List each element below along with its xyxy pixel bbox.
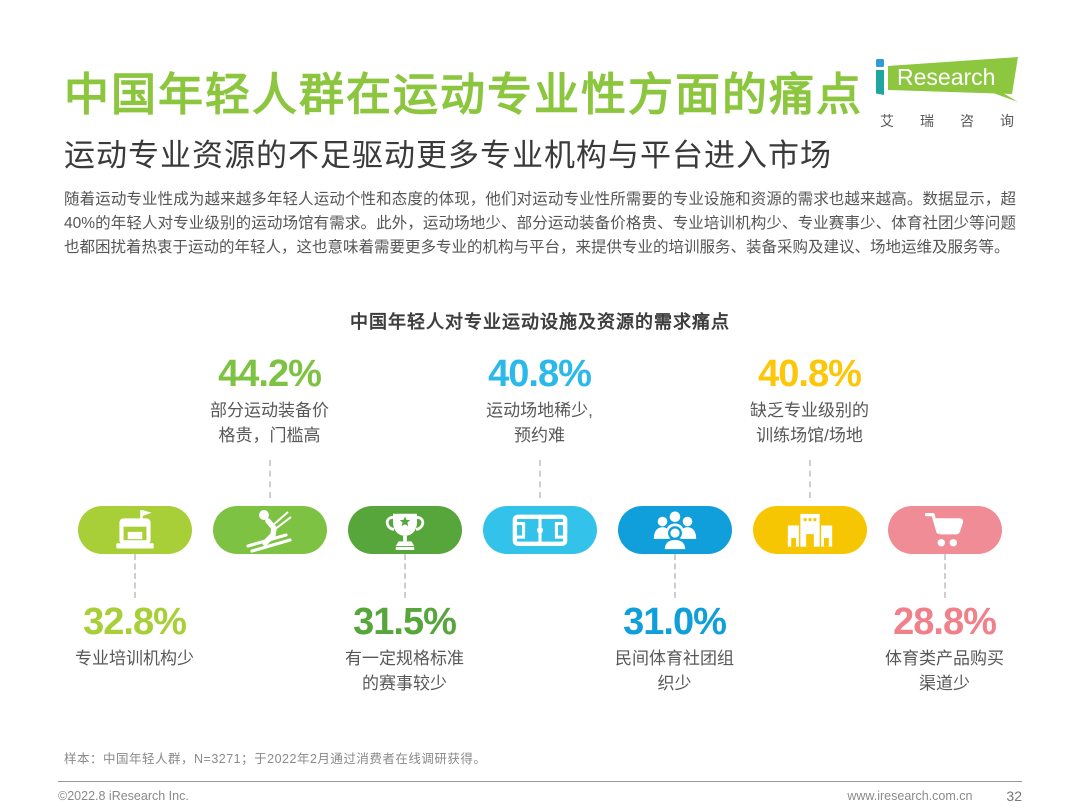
sports-field-icon — [512, 514, 567, 546]
logo-wordmark: Research — [897, 64, 995, 90]
pain-points-chart: 32.8% 专业培训机构少 44.2% 部分运动装备价 格贵，门槛高 — [67, 350, 1012, 710]
page-number: 32 — [1006, 788, 1022, 804]
chart-column-sports-clubs: 31.0% 民间体育社团组 织少 — [607, 350, 742, 710]
pill-equipment — [212, 506, 327, 554]
connector-dash — [403, 554, 406, 598]
stat-label: 缺乏专业级别的 训练场馆/场地 — [750, 401, 869, 445]
stat-value: 44.2% — [218, 352, 322, 395]
stat-value: 28.8% — [893, 600, 997, 643]
logo-i-dot — [876, 59, 884, 67]
sample-note: 样本：中国年轻人群，N=3271；于2022年2月通过消费者在线调研获得。 — [64, 752, 487, 766]
logo-i-stem — [876, 70, 884, 95]
pill-training-venue — [752, 506, 867, 554]
people-group-icon — [653, 511, 696, 551]
stat-value: 32.8% — [83, 600, 187, 643]
connector-dash — [673, 554, 676, 598]
chart-column-purchase-channels: 28.8% 体育类产品购买 渠道少 — [877, 350, 1012, 710]
intro-paragraph: 随着运动专业性成为越来越多年轻人运动个性和态度的体现，他们对运动专业性所需要的专… — [64, 191, 1016, 256]
logo-chinese-name: 艾瑞咨询 — [880, 113, 1014, 129]
trophy-icon — [385, 513, 424, 550]
page-subtitle: 运动专业资源的不足驱动更多专业机构与平台进入市场 — [64, 138, 832, 173]
stat-label: 专业培训机构少 — [75, 649, 194, 668]
training-institution-icon — [115, 510, 154, 549]
footer-bar: ©2022.8 iResearch Inc. www.iresearch.com… — [58, 788, 1022, 804]
stat-value: 31.0% — [623, 600, 727, 643]
connector-dash — [808, 460, 811, 498]
connector-dash — [133, 554, 136, 598]
chart-column-equipment-price: 44.2% 部分运动装备价 格贵，门槛高 — [202, 350, 337, 710]
chart-column-training-venues: 40.8% 缺乏专业级别的 训练场馆/场地 — [742, 350, 877, 710]
stat-value: 31.5% — [353, 600, 457, 643]
chart-column-competitions: 31.5% 有一定规格标准 的赛事较少 — [337, 350, 472, 710]
chart-title: 中国年轻人对专业运动设施及资源的需求痛点 — [350, 312, 730, 332]
stat-value: 40.8% — [488, 352, 592, 395]
website-text: www.iresearch.com.cn — [847, 789, 973, 803]
stat-label: 体育类产品购买 渠道少 — [885, 649, 1004, 693]
skier-icon — [245, 510, 292, 553]
pill-purchase-channel — [887, 506, 1002, 554]
connector-dash — [943, 554, 946, 598]
pill-training-institution — [77, 506, 192, 554]
connector-dash — [538, 460, 541, 498]
stat-value: 40.8% — [758, 352, 862, 395]
logo-banner — [888, 57, 1018, 94]
footer-divider — [58, 781, 1022, 782]
stat-label: 有一定规格标准 的赛事较少 — [345, 649, 464, 693]
copyright-text: ©2022.8 iResearch Inc. — [58, 789, 189, 803]
pill-sports-clubs — [617, 506, 732, 554]
shopping-cart-icon — [924, 512, 963, 547]
pill-sports-field — [482, 506, 597, 554]
iresearch-logo: Research 艾瑞咨询 — [872, 56, 1022, 131]
connector-dash — [268, 460, 271, 498]
stat-label: 部分运动装备价 格贵，门槛高 — [210, 401, 329, 445]
page-title: 中国年轻人群在运动专业性方面的痛点 — [64, 69, 864, 120]
logo-banner-tail — [982, 89, 1018, 102]
stat-label: 民间体育社团组 织少 — [615, 649, 734, 693]
chart-column-sports-fields: 40.8% 运动场地稀少, 预约难 — [472, 350, 607, 710]
stadium-icon — [787, 513, 832, 547]
iresearch-logo-mark: Research — [876, 57, 1018, 102]
chart-column-training-institutions: 32.8% 专业培训机构少 — [67, 350, 202, 710]
stat-label: 运动场地稀少, 预约难 — [486, 401, 593, 445]
pill-competitions — [347, 506, 462, 554]
